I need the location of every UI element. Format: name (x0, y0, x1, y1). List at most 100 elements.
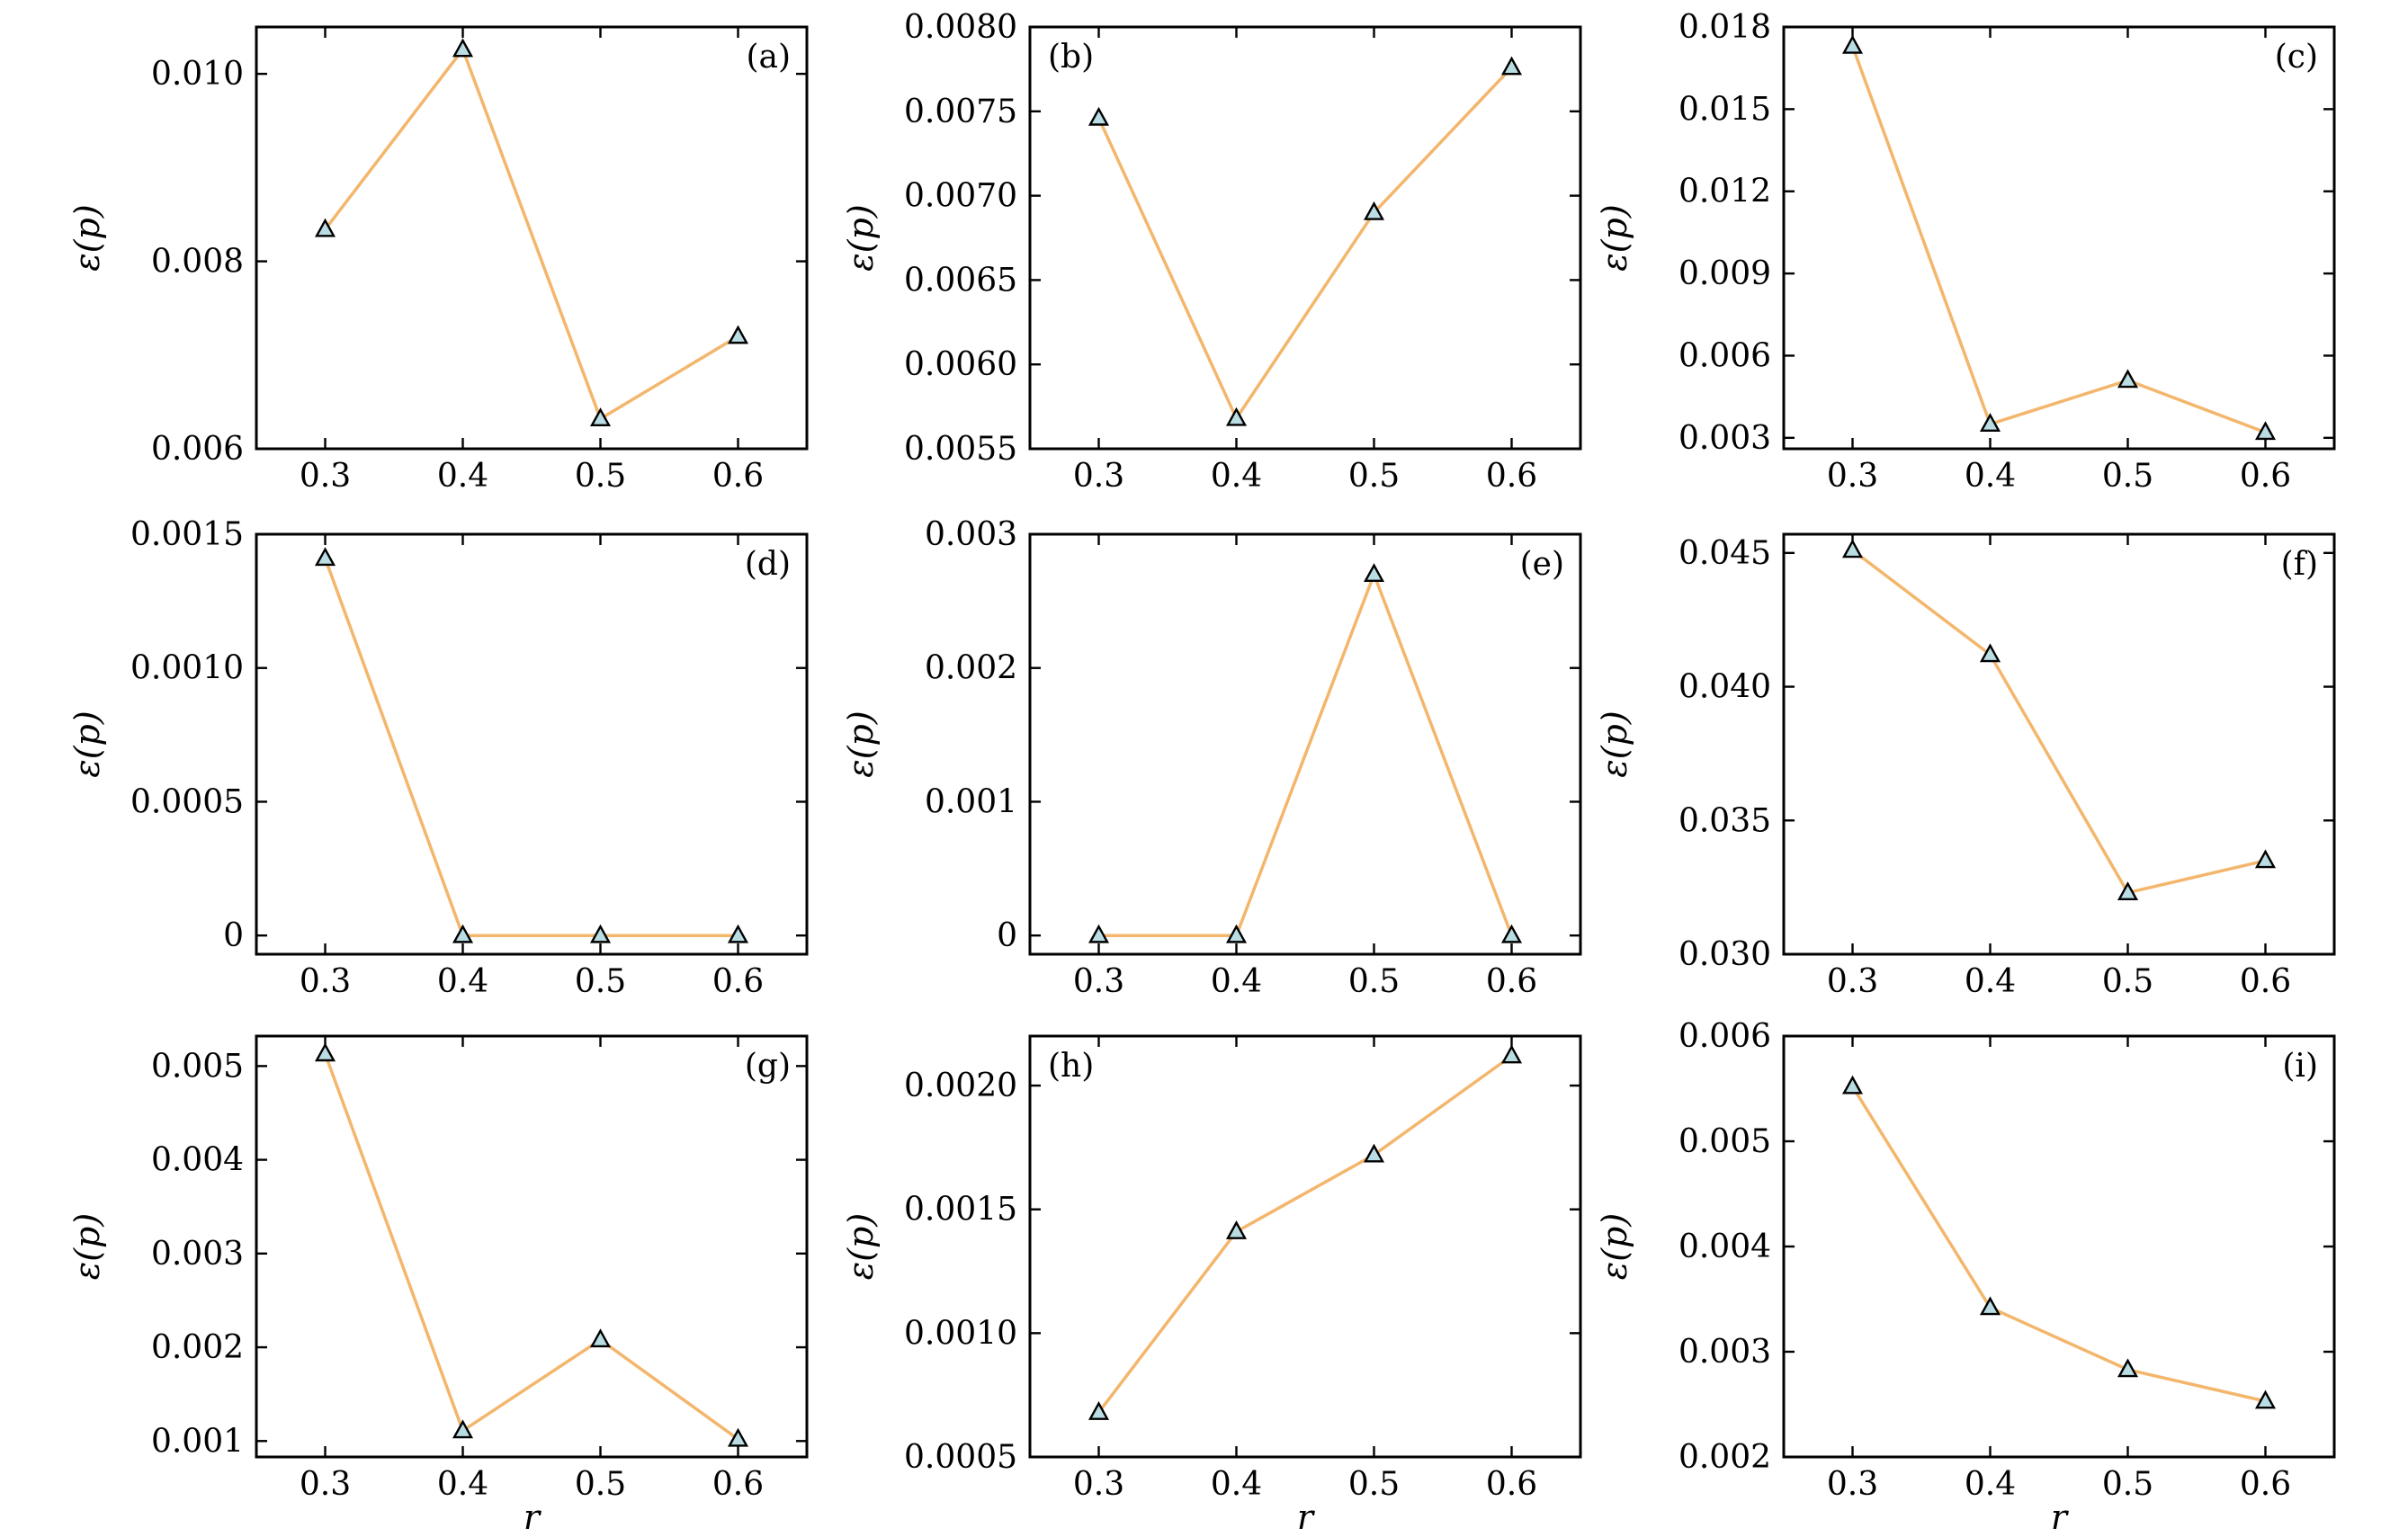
y-tick-label: 0.006 (1678, 1018, 1771, 1055)
panel-label: (d) (745, 546, 791, 583)
y-tick-label: 0.0010 (130, 650, 244, 687)
y-tick-label: 0.035 (1678, 802, 1771, 839)
y-tick-label: 0.009 (1678, 255, 1771, 292)
y-tick-label: 0.008 (151, 244, 244, 281)
y-axis-label: ε(p) (1595, 1213, 1634, 1280)
y-tick-label: 0.0015 (904, 1192, 1017, 1229)
axes-frame (1028, 1034, 1582, 1459)
panel-label: (b) (1048, 39, 1094, 76)
x-axis-label: r (2051, 1497, 2070, 1537)
data-point-marker (314, 1042, 336, 1062)
y-tick-label: 0.002 (1678, 1439, 1771, 1476)
x-tick-label: 0.6 (1486, 1466, 1537, 1503)
y-tick-label: 0.015 (1678, 91, 1771, 128)
x-tick-label: 0.6 (1486, 963, 1537, 1000)
data-point-marker (1841, 539, 1864, 559)
y-tick-label: 0.012 (1678, 174, 1771, 210)
panel-f: 0.030 0.035 0.040 0.045 0.3 0.4 0.5 0.6 (f) ε(p) (1595, 532, 2336, 1000)
x-tick-label: 0.5 (2102, 1466, 2153, 1503)
panel-label: (f) (2281, 546, 2318, 583)
x-tick-label: 0.3 (1827, 458, 1878, 495)
y-tick-label: 0.0005 (904, 1439, 1017, 1476)
data-point-marker (2254, 421, 2277, 441)
data-point-marker (1500, 924, 1523, 943)
x-tick-label: 0.5 (575, 963, 626, 1000)
x-tick-label: 0.5 (2102, 963, 2153, 1000)
data-point-marker (2254, 1390, 2277, 1409)
x-tick-label: 0.4 (437, 458, 488, 495)
series-line (323, 1053, 739, 1441)
y-tick-label: 0.006 (1678, 337, 1771, 374)
x-tick-label: 0.6 (1486, 458, 1537, 495)
axes-frame (1028, 25, 1582, 451)
y-tick-label: 0.0010 (904, 1315, 1017, 1352)
x-tick-label: 0.5 (575, 458, 626, 495)
data-point-marker (1363, 201, 1385, 220)
axes-frame (1782, 25, 2336, 451)
y-tick-label: 0.003 (925, 516, 1017, 553)
series-line (1098, 572, 1514, 937)
x-tick-label: 0.5 (1348, 458, 1400, 495)
x-tick-label: 0.4 (1211, 963, 1262, 1000)
y-tick-label: 0.003 (1678, 1334, 1771, 1371)
data-point-marker (589, 924, 612, 943)
panel-label: (i) (2282, 1048, 2318, 1085)
y-tick-label: 0.0015 (130, 516, 244, 553)
x-tick-label: 0.5 (1348, 963, 1400, 1000)
y-axis-label: ε(p) (1595, 710, 1634, 777)
data-point-marker (1363, 1143, 1385, 1163)
x-tick-label: 0.3 (1827, 963, 1878, 1000)
x-tick-label: 0.4 (1211, 1466, 1262, 1503)
y-tick-label: 0.045 (1678, 535, 1771, 572)
x-tick-label: 0.3 (1073, 963, 1124, 1000)
x-tick-label: 0.4 (437, 963, 488, 1000)
panel-label: (a) (746, 39, 791, 76)
x-tick-label: 0.3 (1073, 458, 1124, 495)
data-point-marker (2254, 849, 2277, 869)
y-tick-label: 0.006 (151, 431, 244, 468)
data-point-marker (452, 924, 474, 943)
x-tick-label: 0.5 (2102, 458, 2153, 495)
x-tick-label: 0.3 (300, 1466, 351, 1503)
y-tick-label: 0.010 (151, 56, 244, 93)
axes-frame (1782, 532, 2336, 956)
x-tick-label: 0.6 (2240, 963, 2291, 1000)
data-point-marker (1500, 1044, 1523, 1064)
x-tick-label: 0.4 (1965, 458, 2016, 495)
y-axis-label: ε(p) (841, 1213, 881, 1280)
panel-e: 0 0.001 0.002 0.003 0.3 0.4 0.5 0.6 (e) ε(p) (841, 516, 1582, 1000)
y-axis-label: ε(p) (67, 1213, 107, 1280)
x-tick-label: 0.5 (575, 1466, 626, 1503)
data-point-marker (727, 924, 749, 943)
y-tick-label: 0.0070 (904, 178, 1017, 215)
data-point-marker (1841, 1075, 1864, 1095)
data-point-marker (1979, 413, 2001, 432)
data-point-marker (314, 547, 336, 567)
panel-h: 0.0005 0.0010 0.0015 0.0020 0.3 0.4 0.5 0.6 (h) ε… (841, 1034, 1582, 1537)
y-tick-label: 0.002 (925, 650, 1017, 687)
x-axis-label: r (524, 1497, 542, 1537)
y-axis-label: ε(p) (841, 710, 881, 777)
panel-d: 0 0.0005 0.0010 0.0015 0.3 0.4 0.5 0.6 (d) ε(p) (67, 516, 809, 1000)
data-point-marker (1088, 1400, 1110, 1420)
data-point-marker (1363, 563, 1385, 583)
y-axis-label: ε(p) (67, 204, 107, 271)
data-point-marker (452, 1419, 474, 1439)
x-tick-label: 0.6 (2240, 458, 2291, 495)
y-tick-label: 0 (997, 917, 1017, 954)
data-point-marker (589, 407, 612, 427)
data-point-marker (2117, 881, 2139, 900)
x-tick-label: 0.5 (1348, 1466, 1400, 1503)
y-tick-label: 0.005 (151, 1048, 244, 1085)
x-tick-label: 0.6 (712, 458, 764, 495)
y-tick-label: 0.0020 (904, 1068, 1017, 1104)
panel-label: (g) (745, 1048, 791, 1085)
data-point-marker (727, 325, 749, 344)
x-axis-label: r (1297, 1497, 1316, 1537)
axes-frame (1782, 1034, 2336, 1459)
data-point-marker (1088, 924, 1110, 943)
panel-g: 0.001 0.002 0.003 0.004 0.005 0.3 0.4 0.5 0.6 (g)… (67, 1034, 809, 1537)
y-tick-label: 0.0060 (904, 346, 1017, 383)
y-tick-label: 0.005 (1678, 1123, 1771, 1160)
